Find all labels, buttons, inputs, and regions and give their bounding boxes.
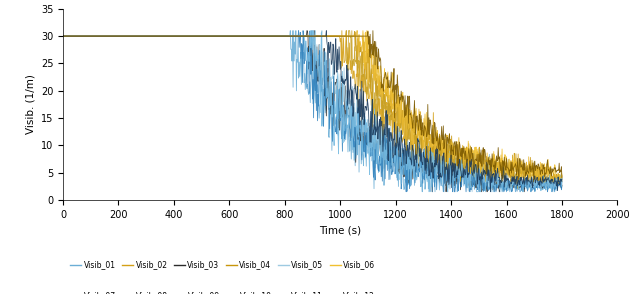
X-axis label: Time (s): Time (s) [319, 225, 361, 235]
Legend: Visib_07, Visib_08, Visib_09, Visib_10, Visib_11, Visib_12: Visib_07, Visib_08, Visib_09, Visib_10, … [67, 288, 378, 294]
Y-axis label: Visib. (1/m): Visib. (1/m) [25, 74, 35, 134]
